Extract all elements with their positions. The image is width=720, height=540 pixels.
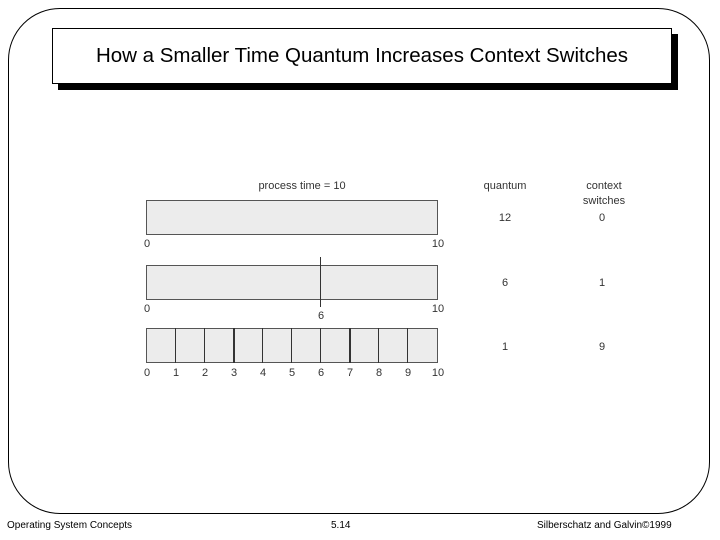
tick-label: 0 — [143, 303, 151, 315]
footer-page-number: 5.14 — [331, 520, 351, 531]
tick-label: 5 — [288, 367, 296, 379]
context-switch-divider — [320, 328, 321, 363]
slide-frame — [8, 8, 710, 514]
context-switch-divider — [291, 328, 292, 363]
tick-label: 8 — [375, 367, 383, 379]
process-time-label: process time = 10 — [258, 180, 346, 192]
timeline-bar-quantum-12 — [146, 200, 438, 235]
timeline-bar-quantum-6 — [146, 265, 438, 300]
context-switch-divider — [233, 328, 235, 363]
tick-label: 0 — [143, 367, 151, 379]
context-switch-divider — [407, 328, 408, 363]
tick-label: 1 — [172, 367, 180, 379]
tick-label: 10 — [431, 238, 445, 250]
switches-value: 1 — [598, 277, 606, 289]
context-switch-divider — [320, 257, 321, 307]
context-switches-header-line2: switches — [582, 195, 626, 207]
tick-label: 2 — [201, 367, 209, 379]
footer-left: Operating System Concepts — [7, 520, 133, 531]
tick-label: 0 — [143, 238, 151, 250]
switches-value: 0 — [598, 212, 606, 224]
quantum-value: 12 — [498, 212, 512, 224]
tick-label: 10 — [431, 367, 445, 379]
tick-label: 6 — [317, 367, 325, 379]
title-box: How a Smaller Time Quantum Increases Con… — [52, 28, 672, 84]
tick-label: 6 — [317, 310, 325, 322]
footer-right: Silberschatz and Galvin©1999 — [537, 520, 672, 531]
context-switch-divider — [349, 328, 351, 363]
context-switch-divider — [204, 328, 205, 363]
quantum-value: 1 — [501, 341, 509, 353]
timeline-bar-quantum-1 — [146, 328, 438, 363]
context-switch-divider — [175, 328, 176, 363]
tick-label: 4 — [259, 367, 267, 379]
tick-label: 9 — [404, 367, 412, 379]
context-switch-divider — [262, 328, 263, 363]
quantum-header: quantum — [483, 180, 527, 192]
switches-value: 9 — [598, 341, 606, 353]
slide-title: How a Smaller Time Quantum Increases Con… — [95, 44, 629, 67]
quantum-value: 6 — [501, 277, 509, 289]
tick-label: 10 — [431, 303, 445, 315]
tick-label: 7 — [346, 367, 354, 379]
tick-label: 3 — [230, 367, 238, 379]
context-switches-header-line1: context — [586, 180, 622, 192]
context-switch-divider — [378, 328, 379, 363]
